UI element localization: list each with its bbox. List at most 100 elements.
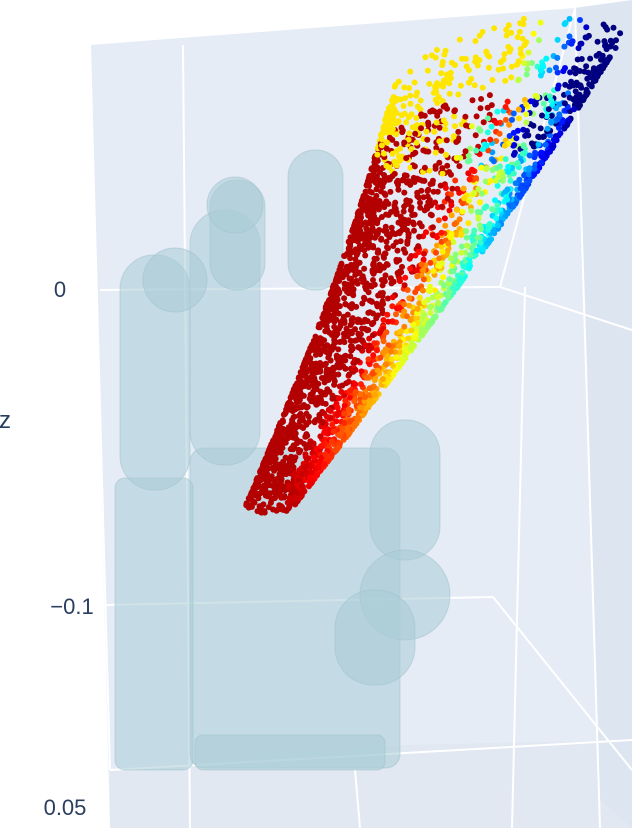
cloud-point [477,199,483,206]
cloud-point [440,274,447,281]
cloud-point [510,170,517,177]
cloud-point [494,108,501,115]
cloud-point [513,135,520,142]
cloud-point [331,381,338,388]
cloud-point [262,484,269,490]
cloud-point [313,386,320,392]
cloud-point [566,33,573,40]
cloud-point [477,127,484,134]
cloud-point [292,470,299,477]
cloud-point [332,447,339,454]
cloud-point [356,317,363,323]
cloud-point [541,133,547,140]
cloud-point [380,301,387,307]
cloud-point [516,28,523,35]
cloud-point [447,75,454,82]
cloud-point [462,148,469,155]
cloud-point [321,337,328,344]
cloud-point [455,128,462,135]
cloud-point [415,243,422,250]
cloud-point [516,193,523,200]
cloud-point [493,215,500,222]
cloud-point [473,113,480,120]
cloud-point [478,96,485,102]
cloud-point [300,382,307,389]
cloud-point [472,58,479,65]
cloud-point [430,188,437,195]
cloud-point [412,149,419,156]
cloud-point [447,255,454,262]
cloud-point [372,179,379,186]
cloud-point [403,119,410,126]
cloud-point [330,428,337,435]
cloud-point [602,42,608,49]
cloud-point [345,430,352,437]
cloud-point [335,310,342,317]
cloud-point [414,175,421,182]
cloud-point [421,312,428,319]
cloud-point [406,130,413,137]
cloud-point [251,499,258,506]
cloud-point [524,128,530,134]
cloud-point [433,89,440,96]
cloud-point [328,451,335,458]
cloud-point [329,421,336,428]
cloud-point [394,270,401,276]
cloud-point [331,323,338,330]
cloud-point [290,429,297,436]
cloud-point [434,293,441,300]
cloud-point [502,156,509,163]
cloud-point [520,143,527,150]
cloud-point [287,394,294,401]
cloud-point [322,314,329,321]
cloud-point [358,244,365,251]
cloud-point [270,484,277,490]
cloud-point [414,193,421,200]
cloud-point [352,237,359,244]
cloud-point [395,364,402,371]
cloud-point [352,246,359,253]
cloud-point [548,112,555,119]
gridline [499,286,632,331]
cloud-point [443,137,450,144]
cloud-point [396,349,403,356]
cloud-point [412,130,419,137]
cloud-point [425,119,432,126]
cloud-point [277,479,284,486]
cloud-point [397,278,403,285]
cloud-point [378,142,385,149]
cloud-point [401,203,408,210]
cloud-point [526,165,533,172]
cloud-point [387,188,394,195]
cloud-point [484,104,491,111]
cloud-point [379,183,386,190]
cloud-point [431,128,438,135]
cloud-point [417,199,423,206]
cloud-point [414,89,421,96]
cloud-point [537,19,544,26]
gridline [511,286,526,828]
cloud-point [477,105,484,112]
cloud-point [439,170,446,177]
cloud-point [462,113,469,120]
cloud-point [355,344,362,351]
cloud-point [502,116,509,123]
cloud-point [523,111,530,118]
cloud-point [531,154,538,161]
cloud-point [492,197,498,204]
cloud-point [429,180,436,187]
cloud-point [458,249,465,256]
cloud-point [363,374,370,381]
cloud-point [418,187,425,194]
cloud-point [505,22,512,29]
gridline [574,7,601,828]
cloud-point [591,68,598,74]
cloud-point [344,328,351,335]
cloud-point [404,287,411,293]
cloud-point [421,164,428,171]
cloud-point [515,77,522,84]
cloud-point [401,189,408,196]
cloud-point [362,232,369,239]
cloud-point [468,75,475,82]
